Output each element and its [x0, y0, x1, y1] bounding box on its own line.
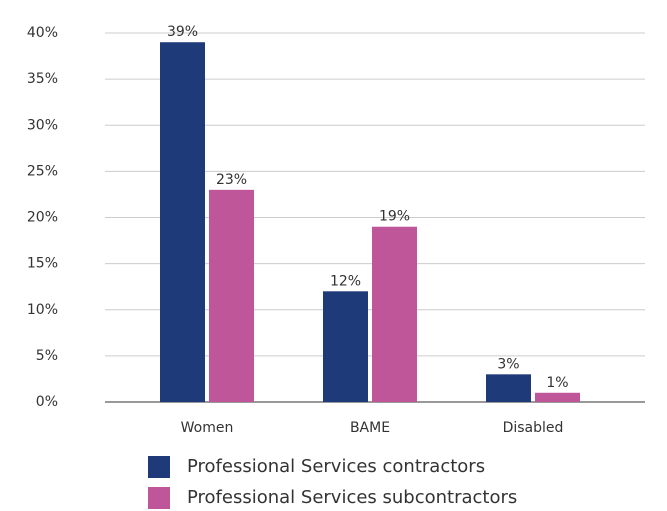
y-tick-label: 5% [36, 348, 58, 364]
y-tick-label: 20% [27, 210, 58, 226]
bar [372, 226, 417, 402]
y-tick-label: 30% [27, 117, 58, 133]
legend-swatch [148, 456, 170, 478]
value-label: 19% [379, 209, 410, 225]
value-label: 1% [546, 375, 568, 391]
bar [209, 189, 254, 402]
x-tick-label: BAME [350, 420, 390, 436]
legend-swatch [148, 487, 170, 509]
value-label: 3% [497, 356, 519, 372]
y-tick-label: 10% [27, 302, 58, 318]
bar [486, 374, 531, 402]
y-tick-label: 15% [27, 256, 58, 272]
legend-label: Professional Services subcontractors [187, 487, 517, 508]
value-label: 39% [167, 24, 198, 40]
value-label: 23% [216, 172, 247, 188]
bar [323, 291, 368, 402]
value-label: 12% [330, 273, 361, 289]
bar [535, 392, 580, 402]
y-tick-label: 25% [27, 163, 58, 179]
y-tick-label: 0% [36, 394, 58, 410]
y-tick-label: 40% [27, 25, 58, 41]
bar [160, 42, 205, 402]
x-tick-label: Disabled [503, 420, 564, 436]
legend-label: Professional Services contractors [187, 456, 485, 477]
y-tick-label: 35% [27, 71, 58, 87]
x-tick-label: Women [181, 420, 234, 436]
